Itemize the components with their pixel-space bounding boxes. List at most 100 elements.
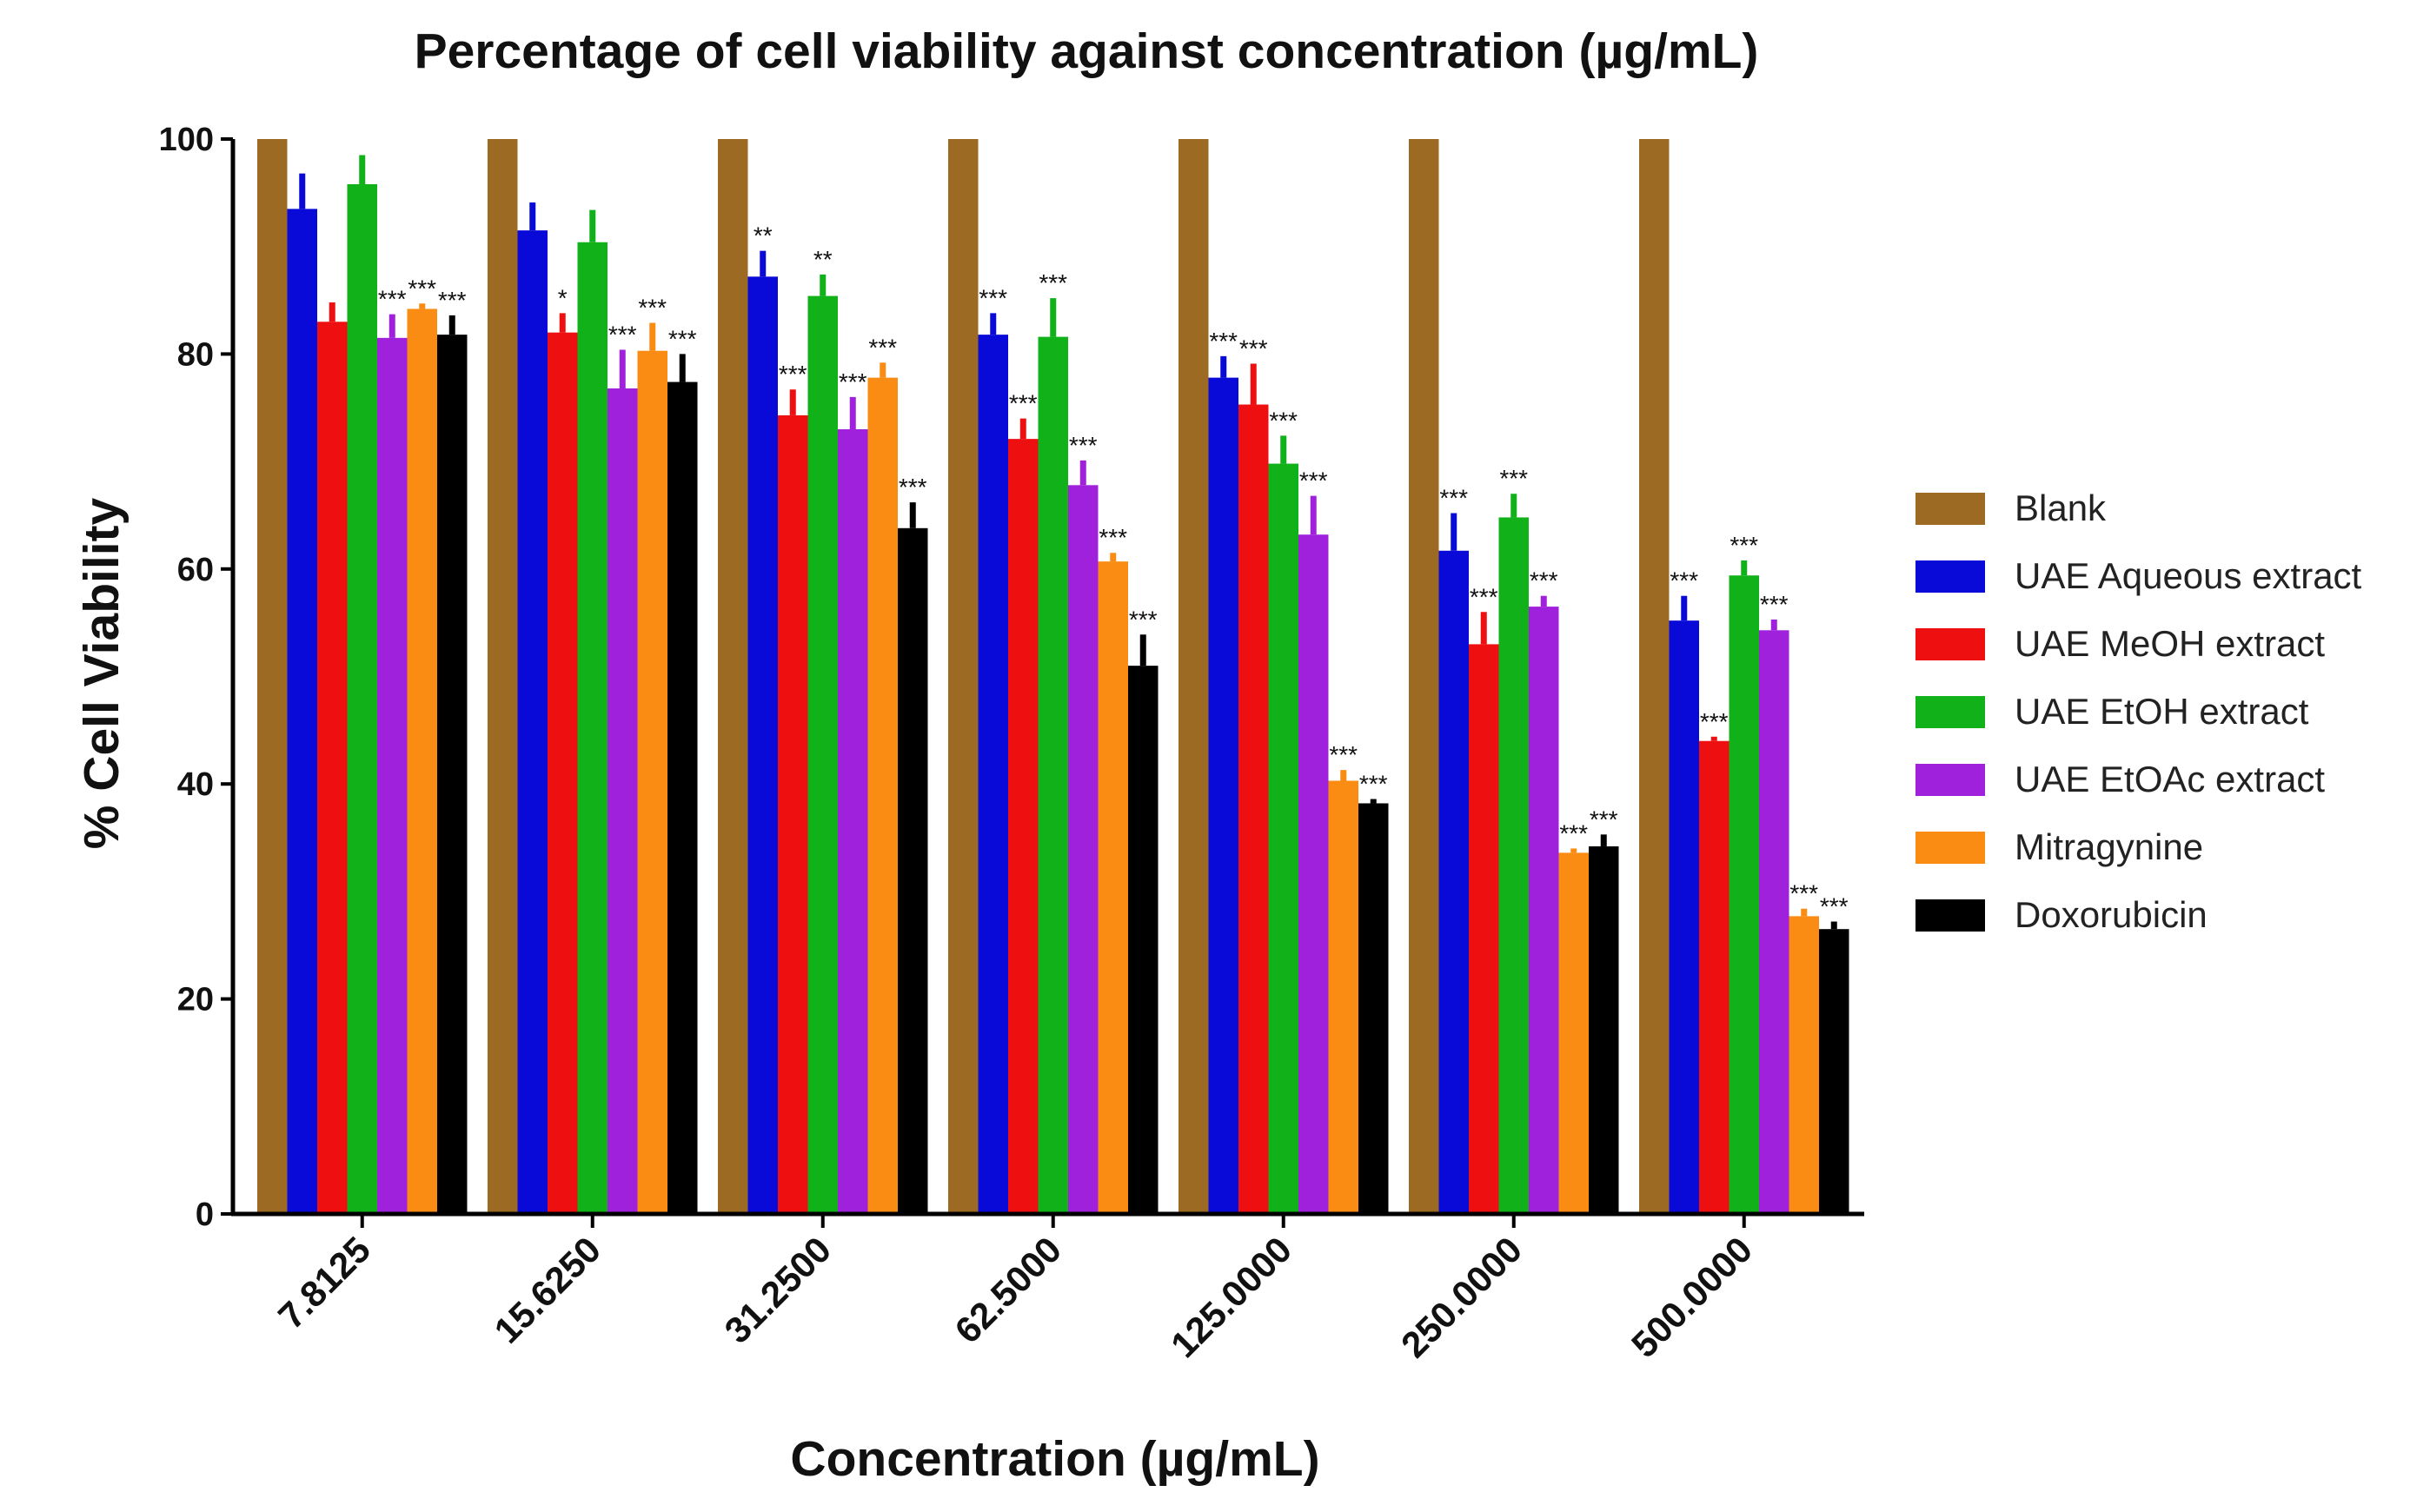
- bar: [718, 139, 748, 1214]
- bar: [548, 332, 578, 1214]
- significance-label: ***: [378, 286, 407, 313]
- significance-label: ***: [1670, 567, 1698, 594]
- bar: [898, 527, 928, 1214]
- significance-label: ***: [1499, 465, 1528, 492]
- bar: [1238, 404, 1269, 1214]
- bar: [317, 322, 348, 1214]
- significance-label: **: [754, 222, 773, 249]
- significance-label: ***: [1760, 591, 1789, 618]
- bar: [1699, 740, 1730, 1214]
- x-tick-label: 7.8125: [270, 1229, 378, 1336]
- legend-label: UAE EtOH extract: [2015, 691, 2309, 732]
- significance-label: ***: [1439, 484, 1468, 511]
- x-tick-label: 31.2500: [717, 1229, 840, 1351]
- significance-label: ***: [1789, 880, 1818, 907]
- bar: [978, 335, 1008, 1214]
- legend-swatch: [1915, 832, 1985, 864]
- significance-label: ***: [1269, 407, 1298, 434]
- y-axis-label: % Cell Viability: [74, 497, 129, 849]
- significance-label: ***: [638, 295, 667, 322]
- significance-label: ***: [1530, 567, 1558, 594]
- significance-label: ***: [1590, 806, 1618, 832]
- bar: [437, 335, 468, 1214]
- significance-label: ***: [1009, 390, 1038, 417]
- significance-label: ***: [1470, 583, 1498, 610]
- bar: [1639, 139, 1670, 1214]
- bar: [377, 337, 408, 1215]
- significance-label: ***: [608, 321, 637, 348]
- significance-label: ***: [868, 334, 897, 361]
- x-tick-label: 125.0000: [1163, 1229, 1299, 1365]
- bar: [577, 242, 608, 1215]
- bar: [1068, 485, 1099, 1214]
- bar: [1669, 620, 1699, 1214]
- y-tick-label: 100: [159, 122, 214, 158]
- y-tick-label: 60: [177, 552, 214, 588]
- chart-title: Percentage of cell viability against con…: [415, 23, 1759, 79]
- bar: [1008, 439, 1039, 1214]
- bar: [1759, 630, 1789, 1214]
- y-tick-label: 80: [177, 336, 214, 373]
- legend-label: Mitragynine: [2015, 826, 2203, 867]
- significance-label: ***: [779, 361, 807, 388]
- bar: [1789, 916, 1819, 1214]
- legend-swatch: [1915, 696, 1985, 728]
- significance-label: ***: [668, 325, 697, 352]
- significance-label: ***: [1209, 328, 1238, 355]
- significance-label: ***: [899, 474, 927, 501]
- bar: [1729, 575, 1759, 1214]
- x-tick-label: 15.6250: [487, 1229, 609, 1351]
- legend-swatch: [1915, 493, 1985, 525]
- y-tick-label: 20: [177, 982, 214, 1018]
- bar: [1328, 780, 1358, 1214]
- legend-label: Blank: [2015, 487, 2107, 528]
- bar: [1438, 550, 1469, 1214]
- significance-label: ***: [979, 284, 1007, 311]
- legend-label: UAE MeOH extract: [2015, 623, 2325, 664]
- x-tick-label: 500.0000: [1623, 1229, 1760, 1365]
- bar: [1819, 929, 1849, 1214]
- significance-label: ***: [1329, 741, 1358, 768]
- legend-label: UAE Aqueous extract: [2015, 555, 2362, 596]
- bar: [637, 350, 667, 1215]
- significance-label: ***: [839, 368, 867, 395]
- bar: [517, 230, 548, 1214]
- significance-label: ***: [1820, 893, 1849, 920]
- legend-swatch: [1915, 764, 1985, 796]
- bar: [1128, 666, 1159, 1214]
- bar: [667, 381, 698, 1214]
- bar: [778, 414, 808, 1214]
- legend: Blank UAE Aqueous extract UAE MeOH extract…: [1915, 487, 2362, 935]
- bar: [1178, 139, 1209, 1214]
- y-tick-label: 0: [196, 1197, 214, 1233]
- bar: [608, 388, 638, 1214]
- bar: [948, 139, 979, 1214]
- significance-label: ***: [1039, 269, 1067, 296]
- y-tick-label: 40: [177, 766, 214, 803]
- significance-label: ***: [1559, 819, 1588, 846]
- bar: [838, 428, 868, 1214]
- bar: [257, 139, 288, 1214]
- bar: [1038, 336, 1068, 1214]
- legend-swatch: [1915, 560, 1985, 593]
- bar: [1298, 534, 1329, 1214]
- significance-label: ***: [1239, 335, 1268, 362]
- legend-swatch: [1915, 628, 1985, 660]
- bar: [1098, 561, 1128, 1214]
- legend-label: Doxorubicin: [2015, 894, 2208, 935]
- bar: [1589, 846, 1619, 1214]
- significance-label: ***: [1099, 524, 1127, 551]
- significance-label: *: [558, 284, 568, 311]
- bar: [488, 139, 518, 1214]
- bar: [1529, 607, 1559, 1214]
- x-tick-label: 62.5000: [947, 1229, 1070, 1351]
- bar: [807, 295, 838, 1214]
- bar: [1469, 644, 1499, 1214]
- bar: [407, 308, 437, 1214]
- bar: [347, 183, 377, 1215]
- significance-label: ***: [408, 275, 436, 302]
- bar: [867, 377, 898, 1214]
- x-axis-label: Concentration (µg/mL): [790, 1431, 1319, 1487]
